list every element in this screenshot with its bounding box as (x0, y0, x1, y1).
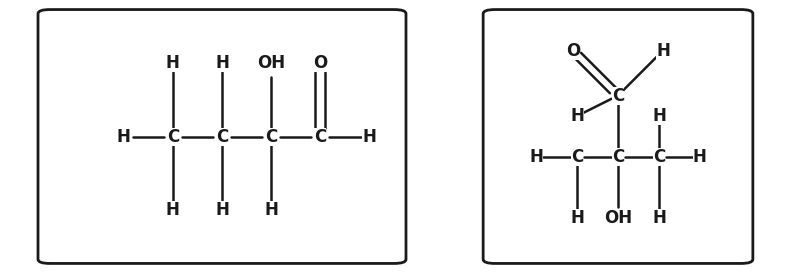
Text: C: C (166, 127, 179, 146)
Text: H: H (652, 209, 666, 227)
Text: H: H (652, 107, 666, 125)
Text: C: C (612, 148, 624, 166)
Text: H: H (166, 201, 180, 219)
Text: C: C (612, 87, 624, 105)
Text: H: H (215, 201, 229, 219)
Text: OH: OH (257, 54, 286, 72)
Text: OH: OH (604, 209, 632, 227)
Text: C: C (314, 127, 326, 146)
Text: H: H (215, 54, 229, 72)
Text: O: O (566, 41, 580, 60)
Text: C: C (265, 127, 278, 146)
Text: H: H (362, 127, 376, 146)
Text: O: O (313, 54, 327, 72)
Text: C: C (571, 148, 583, 166)
Text: C: C (653, 148, 665, 166)
Text: H: H (264, 201, 278, 219)
Text: H: H (529, 148, 543, 166)
Text: H: H (656, 41, 670, 60)
Text: H: H (570, 209, 584, 227)
Text: C: C (216, 127, 228, 146)
Text: H: H (117, 127, 130, 146)
Text: H: H (166, 54, 180, 72)
Text: H: H (693, 148, 707, 166)
Text: H: H (570, 107, 584, 125)
